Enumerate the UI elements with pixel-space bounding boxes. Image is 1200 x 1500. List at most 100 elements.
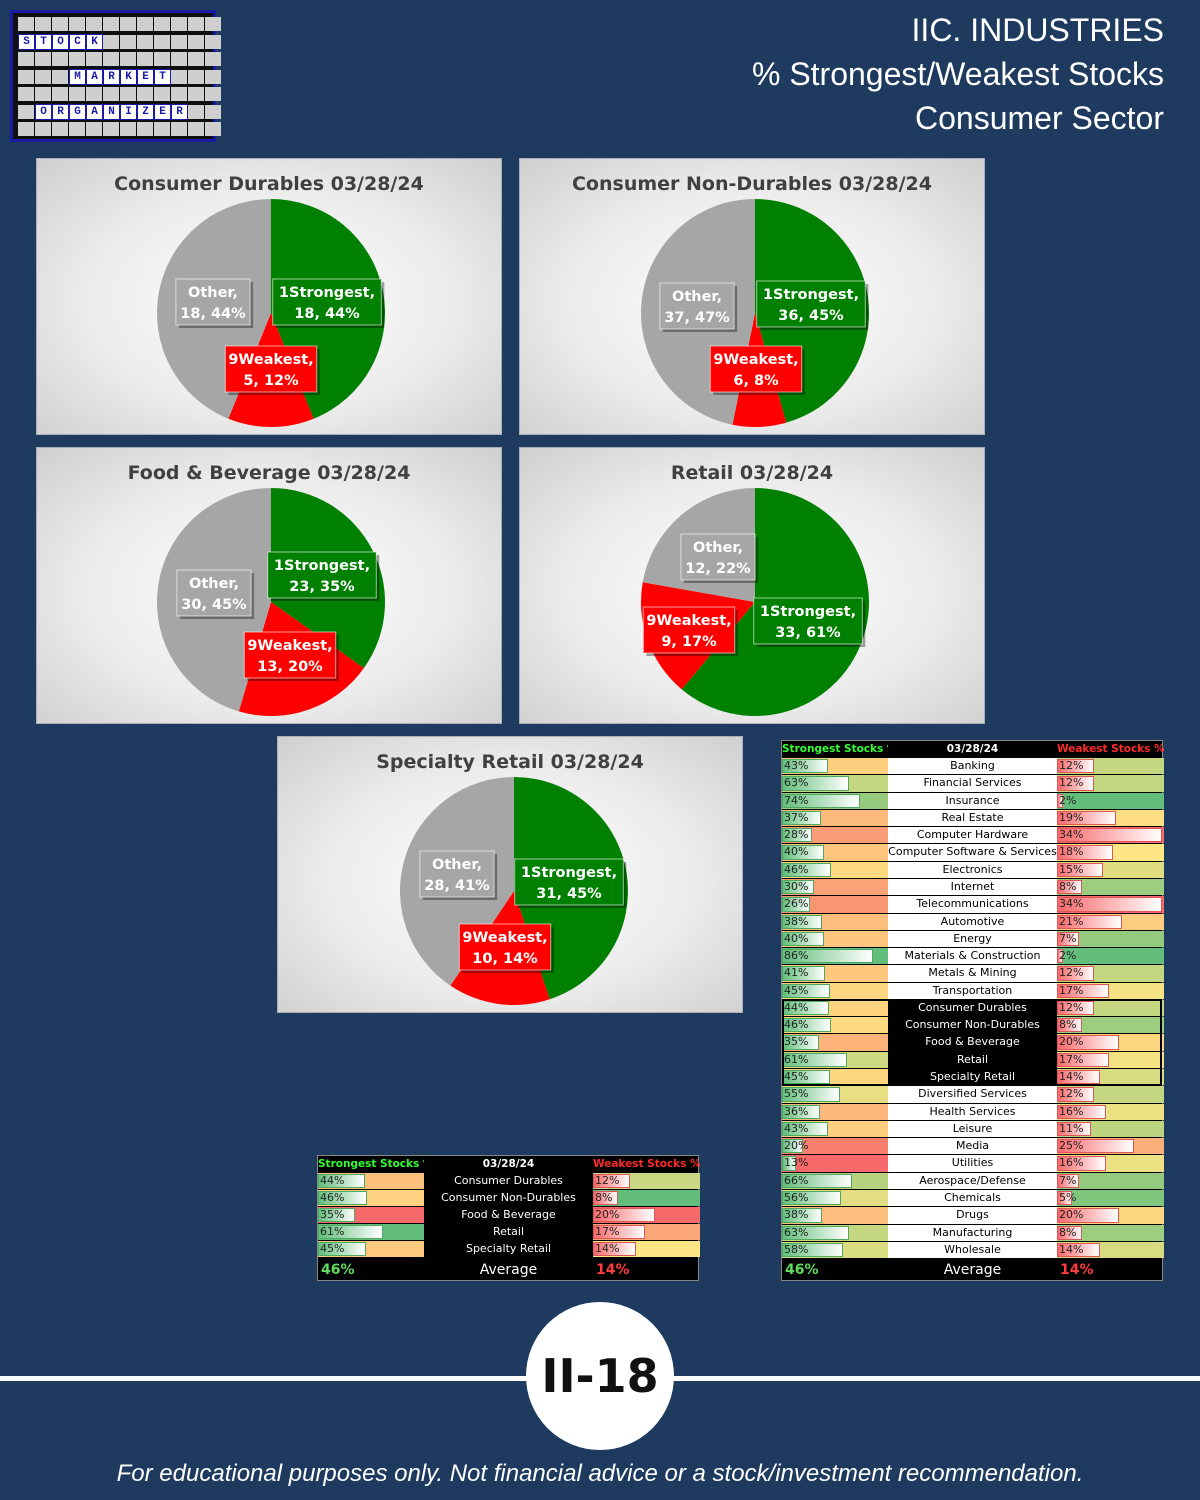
strongest-value: 20% [784,1139,809,1153]
strongest-value: 40% [784,931,809,945]
industry-label: Utilities [888,1155,1057,1172]
weakest-value: 12% [1059,759,1084,772]
weakest-cell: 2% [1057,792,1164,809]
industry-label: Transportation [888,982,1057,999]
weakest-cell: 12% [1057,1086,1164,1103]
strongest-value: 61% [784,1052,809,1066]
weakest-cell: 8% [1057,1017,1164,1034]
label-text: Other, [432,857,482,873]
logo-grid-cell [154,52,170,66]
logo-grid-cell [205,122,221,136]
weakest-bar [1057,897,1162,912]
logo-grid-cell [86,87,102,101]
pie-svg: 1Strongest, 33, 61% 9Weakest, 9, 17% Other, 1… [640,488,869,716]
strongest-value: 45% [320,1242,345,1255]
label-text: 1Strongest, [521,865,617,881]
weakest-bar [1057,828,1162,843]
weakest-value: 16% [1059,1156,1084,1170]
strongest-bar [782,845,825,860]
label-other: Other, 30, 45% [176,569,255,619]
strongest-value: 58% [784,1242,809,1256]
strongest-value: 26% [784,897,809,911]
weakest-value: 12% [1059,966,1084,980]
label-weakest: 9Weakest, 9, 17% [642,606,738,656]
weakest-value: 18% [1059,845,1084,859]
label-text: 9Weakest, [646,613,731,629]
page-number-badge: II-18 [526,1302,674,1450]
industry-label: Consumer Non-Durables [888,1017,1057,1034]
logo-grid-cell [205,104,221,119]
pie-chart-2: Food & Beverage 03/28/24 1Strongest, 23, 3… [36,447,502,724]
strongest-value: 35% [784,1035,809,1049]
industry-label: Metals & Mining [888,965,1057,982]
logo-letter: E [154,103,171,120]
strongest-value: 45% [784,1070,809,1084]
weakest-cell: 34% [1057,896,1164,913]
strongest-bar [782,1242,844,1258]
logo-grid-cell [18,122,34,136]
logo-grid-cell [120,122,136,136]
logo-grid-cell [188,69,204,84]
weakest-value: 17% [1059,983,1084,997]
strongest-weakest-table: Strongest Stocks % 03/28/24 Weakest Stocks… [781,740,1164,1282]
weakest-bar [1057,776,1094,791]
strongest-cell: 61% [782,1051,888,1069]
strongest-bar [782,1104,821,1119]
strongest-bar [782,862,831,877]
weakest-cell: 17% [593,1224,700,1240]
strongest-value: 28% [784,828,809,842]
logo-grid-cell [120,17,136,31]
industry-label: Specialty Retail [888,1069,1057,1086]
weakest-cell: 2% [1057,948,1164,965]
logo-grid-cell [18,87,34,101]
weakest-cell: 16% [1057,1103,1164,1120]
weakest-bar [1057,810,1116,826]
weakest-value: 7% [1059,1173,1077,1187]
industry-label: Health Services [888,1103,1057,1120]
label-text: 9Weakest, [713,352,798,368]
strongest-bar [782,1087,841,1102]
logo-letter: O [52,33,69,50]
disclaimer-footer: For educational purposes only. Not finan… [116,1460,1084,1487]
weakest-bar [593,1174,630,1188]
label-strongest: 1Strongest, 36, 45% [756,280,869,330]
logo-grid-cell [120,87,136,101]
weakest-bar [1057,966,1094,981]
weakest-value: 12% [1059,776,1084,790]
label-text: Other, [693,540,743,556]
logo-grid-cell [120,52,136,66]
strongest-cell: 45% [318,1241,424,1257]
logo-grid-cell [137,34,153,49]
strongest-value: 40% [784,845,809,859]
weakest-cell: 12% [1057,999,1164,1017]
logo-grid-cell [103,17,119,31]
logo-grid-cell [35,87,51,101]
weakest-value: 7% [1059,931,1077,945]
logo-letter: E [137,68,154,85]
weakest-value: 20% [1059,1035,1084,1049]
strongest-bar [318,1242,366,1256]
strongest-value: 46% [320,1191,345,1204]
logo-grid-cell [188,104,204,119]
strongest-bar [782,776,849,791]
weakest-cell: 34% [1057,827,1164,844]
strongest-bar [782,914,823,929]
weakest-bar [1057,1035,1119,1050]
logo-grid-cell [154,17,170,31]
label-text: 5, 12% [243,373,299,389]
strongest-bar [782,897,810,912]
weakest-bar [1057,931,1079,947]
industry-label: Manufacturing [888,1224,1057,1241]
strongest-cell: 38% [782,1207,888,1224]
weakest-value: 20% [1059,1208,1084,1222]
label-weakest: 9Weakest, 5, 12% [224,345,320,395]
logo-grid-cell [120,34,136,49]
weakest-value: 17% [595,1225,620,1238]
logo-letter: R [171,103,188,120]
weakest-cell: 25% [1057,1138,1164,1155]
logo-grid-cell [137,87,153,101]
weakest-cell: 19% [1057,809,1164,827]
weakest-bar [1057,759,1094,774]
strongest-value: 43% [784,759,809,772]
strongest-value: 30% [784,879,809,893]
